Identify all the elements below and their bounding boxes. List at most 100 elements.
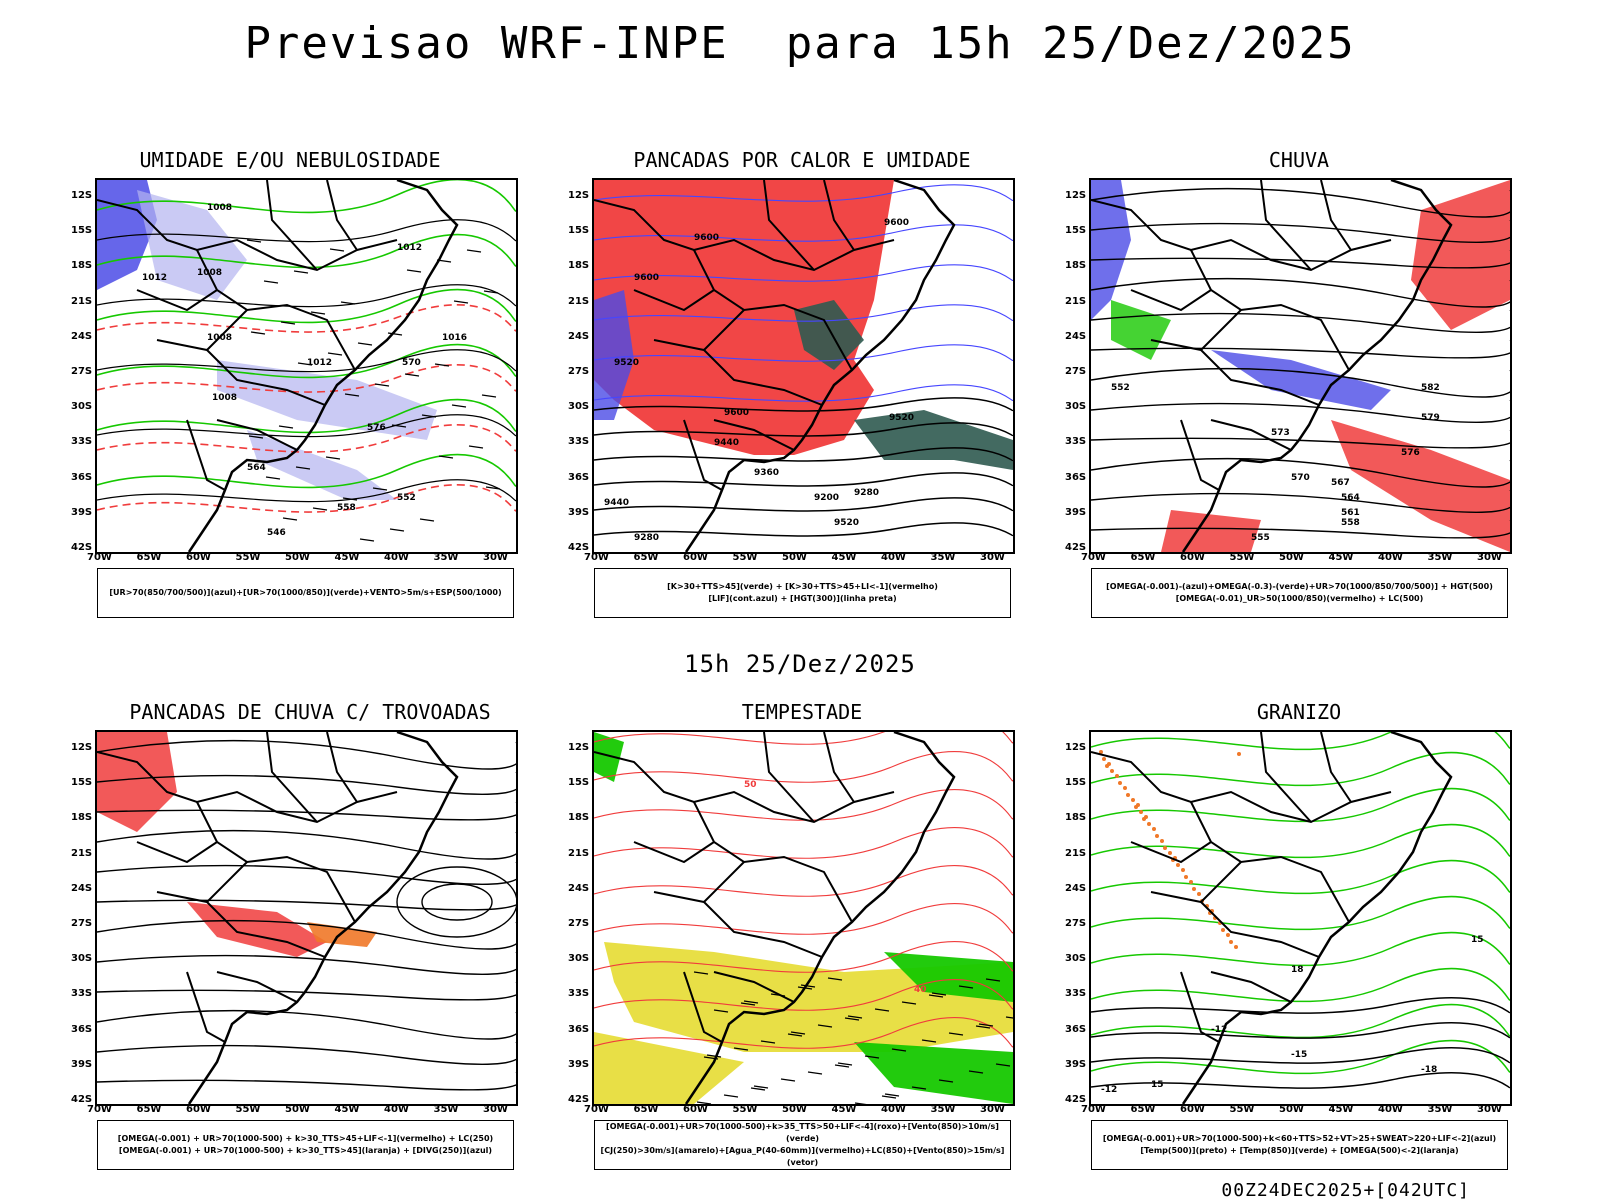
contour-label: 1008 [212, 393, 237, 403]
wind-vector [387, 332, 403, 336]
streamline [97, 862, 516, 885]
lat-tick-label: 18S [568, 260, 590, 272]
streamline [1091, 220, 1510, 243]
lat-tick-label: 21S [568, 847, 590, 859]
lif-contour [594, 224, 1013, 242]
wind-vector [483, 290, 499, 294]
wind-vector [419, 518, 435, 522]
lon-tick-label: 45W [1328, 1104, 1354, 1115]
humidity-green-contour [97, 454, 516, 489]
contour-label: -18 [1421, 1065, 1437, 1075]
border-line [1320, 180, 1352, 251]
lon-tick-label: 65W [136, 552, 162, 563]
lc850-contour [594, 979, 1013, 1011]
border-line [1130, 841, 1212, 864]
wind-vector [248, 435, 264, 439]
lon-tick-label: 50W [285, 552, 310, 563]
contour-label: 579 [1421, 413, 1440, 423]
streamline [97, 892, 516, 911]
lon-tick-label: 70W [1081, 552, 1106, 563]
wind-vector [948, 1032, 964, 1036]
omega-orange-dot [1105, 764, 1109, 768]
wind-vector [1005, 1016, 1013, 1019]
lon-tick-label: 35W [1427, 552, 1453, 563]
lon-tick-label: 30W [483, 552, 508, 563]
wind-vector [921, 1039, 937, 1043]
omega-orange-dot [1102, 757, 1106, 761]
omega-orange-dot [1189, 880, 1193, 884]
lon-tick-label: 40W [1378, 1104, 1403, 1115]
lat-tick-label: 27S [568, 918, 590, 929]
lon-tick-label: 60W [1180, 552, 1205, 563]
border-line [693, 249, 853, 371]
lat-tick-label: 39S [1065, 1058, 1087, 1070]
wind-vector [312, 507, 328, 511]
lon-tick-label: 45W [831, 1104, 857, 1115]
rain-red-ne-area [1411, 180, 1510, 330]
contour-label: 9600 [634, 273, 659, 283]
streamline [1091, 400, 1510, 423]
temp500-contour [1091, 1072, 1510, 1089]
wind-vector [827, 977, 843, 981]
border-line [713, 419, 795, 451]
border-line [703, 901, 823, 958]
wind-vector [817, 1024, 833, 1028]
thickness-contour [97, 424, 516, 453]
contour-label: 1016 [442, 333, 467, 343]
legend-granizo: [OMEGA(-0.001)+UR>70(1000-500)+k<60+TTS>… [1091, 1120, 1508, 1170]
heat-teal-south-area [854, 410, 1013, 470]
wind-vector [787, 1033, 803, 1037]
border-line [196, 249, 356, 371]
wind-vector [807, 1071, 823, 1075]
heat-showers-red-area [594, 180, 894, 455]
contour-label: 9280 [854, 488, 879, 498]
border-line [266, 732, 318, 823]
lat-tick-label: 30S [71, 953, 93, 965]
lat-tick-label: 21S [71, 847, 93, 859]
omega-orange-dot [1237, 752, 1241, 756]
lon-tick-label: 60W [683, 552, 708, 563]
map-granizo: 15 18 -12 -15 -18 15 -12 [1089, 730, 1512, 1106]
lon-tick-label: 35W [433, 1104, 459, 1115]
omega-orange-dot [1229, 940, 1233, 944]
rain-blue-area [1091, 180, 1131, 320]
lon-tick-label: 40W [881, 552, 906, 563]
lon-tick-label: 55W [235, 552, 261, 563]
wind-vector [485, 486, 501, 490]
lat-tick-label: 30S [568, 401, 590, 413]
contour-label: -12 [1101, 1085, 1117, 1095]
wind-vector [278, 425, 294, 429]
lc850-contour [594, 827, 1013, 859]
humidity-green-contour [97, 289, 516, 324]
lat-tick-label: 21S [568, 295, 590, 307]
lat-tick-label: 18S [1065, 260, 1087, 272]
lat-tick-label: 39S [71, 506, 93, 518]
contour-label: 9520 [614, 358, 639, 368]
omega-orange-dot [1234, 945, 1238, 949]
lc850-contour [594, 903, 1013, 935]
wind-vector [325, 456, 341, 460]
contour-label: 1012 [142, 273, 167, 283]
border-line [594, 751, 895, 824]
lat-tick-label: 12S [568, 742, 590, 753]
wind-vector [733, 1047, 749, 1051]
wind-vector [293, 270, 309, 274]
contour-label: 15 [1471, 935, 1484, 945]
contour-label: 50 [744, 780, 757, 790]
lc850-contour [594, 865, 1013, 897]
lon-tick-label: 40W [384, 552, 409, 563]
omega-orange-dot [1184, 875, 1188, 879]
lon-tick-label: 40W [881, 1104, 906, 1115]
lat-tick-label: 33S [568, 436, 590, 448]
lon-tick-label: 65W [633, 552, 659, 563]
high-pressure-streamline [421, 883, 493, 921]
temp850-contour [1091, 896, 1510, 931]
jet-yellow-sw-area [594, 1032, 744, 1104]
lon-tick-label: 70W [584, 1104, 609, 1115]
contour-label: 561 [1341, 508, 1360, 518]
lat-tick-label: 15S [1065, 777, 1087, 789]
wind-vector [282, 517, 298, 521]
streamline [97, 952, 516, 975]
omega-orange-dot [1099, 750, 1103, 754]
